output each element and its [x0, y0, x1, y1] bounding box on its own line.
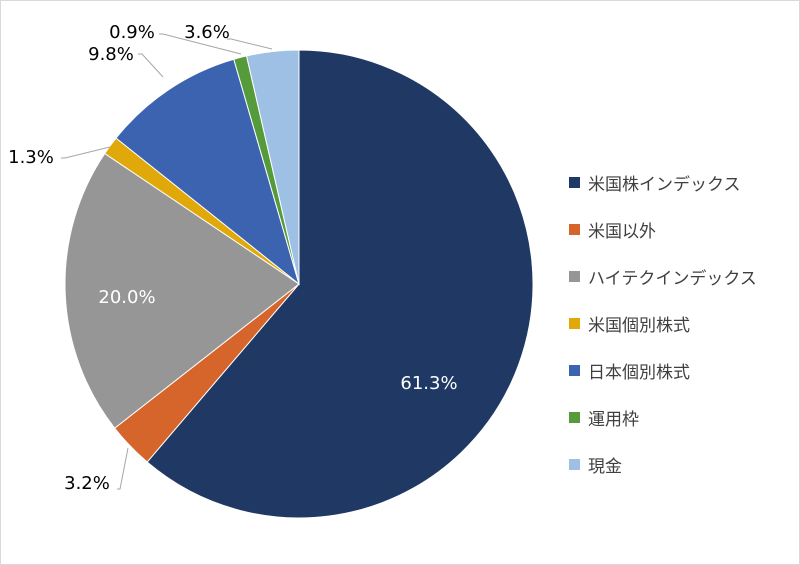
data-label-managed: 0.9%: [109, 22, 155, 43]
legend-swatch: [569, 177, 580, 188]
legend-swatch: [569, 271, 580, 282]
data-label-us-stocks: 1.3%: [8, 147, 54, 168]
pie-slice-hightech-index: [64, 152, 300, 429]
legend-item-us-index: 米国株インデックス: [569, 159, 757, 206]
legend-item-hightech-index: ハイテクインデックス: [569, 253, 757, 300]
legend-swatch: [569, 365, 580, 376]
leader-line-managed: [159, 33, 242, 55]
data-label-us-index: 61.3%: [400, 373, 457, 394]
pie-slice-jp-stocks: [115, 58, 300, 286]
leader-line-jp-stocks: [138, 53, 164, 78]
leader-line-cash: [227, 38, 273, 50]
legend-item-jp-stocks: 日本個別株式: [569, 347, 757, 394]
legend-swatch: [569, 412, 580, 423]
legend-label: 米国以外: [588, 222, 656, 242]
legend-label: 米国個別株式: [588, 316, 690, 336]
legend-label: 日本個別株式: [588, 363, 690, 383]
legend-swatch: [569, 459, 580, 470]
legend-label: 現金: [588, 457, 622, 477]
leader-line-ex-us: [117, 447, 129, 490]
legend-item-ex-us: 米国以外: [569, 206, 757, 253]
legend-label: 運用枠: [588, 410, 639, 430]
data-label-jp-stocks: 9.8%: [88, 44, 134, 65]
legend-swatch: [569, 318, 580, 329]
legend-item-managed: 運用枠: [569, 394, 757, 441]
legend-item-cash: 現金: [569, 441, 757, 488]
legend-swatch: [569, 224, 580, 235]
legend: 米国株インデックス 米国以外 ハイテクインデックス 米国個別株式 日本個別株式 …: [569, 159, 757, 488]
data-label-cash: 3.6%: [184, 22, 230, 43]
legend-label: ハイテクインデックス: [588, 269, 757, 289]
pie-slice-cash: [245, 49, 300, 285]
pie-slice-us-index: [146, 49, 534, 519]
legend-item-us-stocks: 米国個別株式: [569, 300, 757, 347]
data-label-hightech-index: 20.0%: [98, 287, 155, 308]
data-label-ex-us: 3.2%: [64, 473, 110, 494]
legend-label: 米国株インデックス: [588, 175, 741, 195]
leader-line-us-stocks: [61, 146, 111, 159]
